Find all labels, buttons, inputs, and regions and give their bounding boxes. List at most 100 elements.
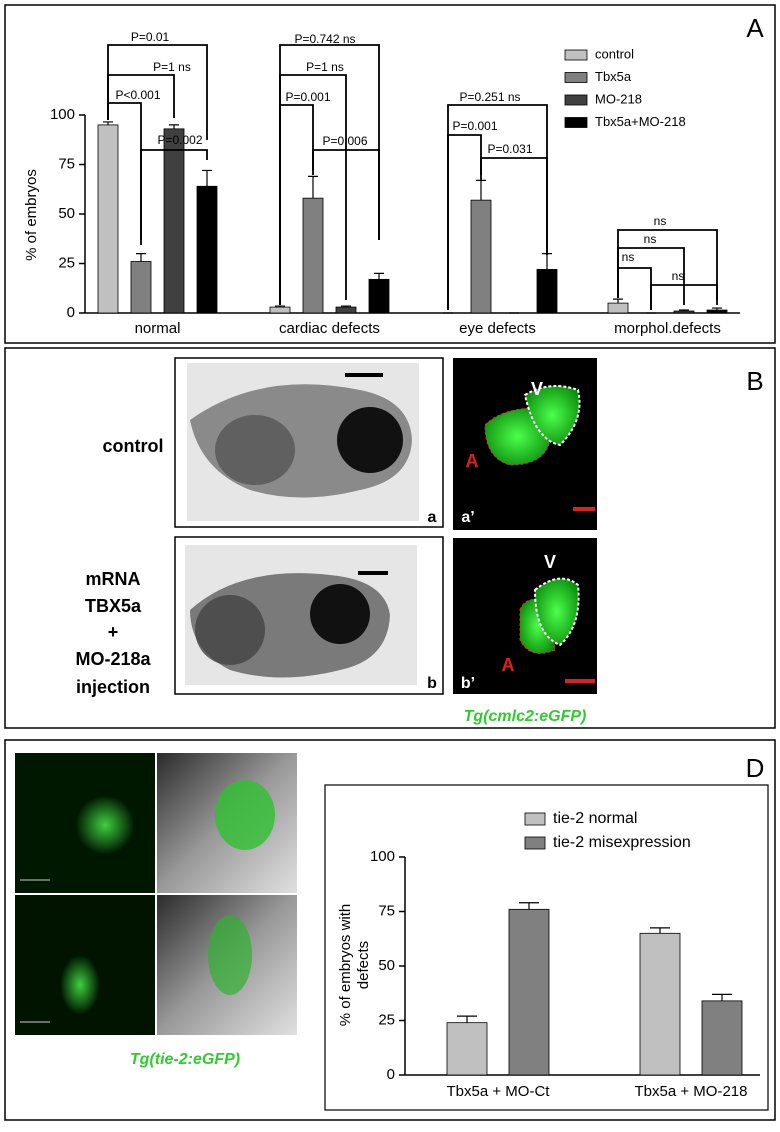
error-bar [712, 307, 722, 311]
error-bar [650, 927, 670, 934]
gfp-signal [75, 795, 135, 855]
y-tick-label: 100 [370, 848, 395, 865]
legend-swatch [564, 49, 588, 61]
bar [335, 306, 357, 314]
error-bar [103, 121, 113, 125]
significance-label: P=0.742 ns [294, 32, 355, 46]
significance-bracket [447, 134, 482, 310]
significance-label: P=0.001 [452, 119, 497, 133]
row-label: mRNA [85, 569, 140, 589]
panel-d-frame [4, 739, 776, 1121]
panel-label: A [746, 13, 764, 43]
significance-label: ns [622, 250, 635, 264]
image-label: b’ [461, 675, 475, 692]
caption: Tg(cmlc2:eGFP) [464, 708, 587, 725]
significance-label: P=0.002 [157, 133, 202, 147]
y-tick-label: 25 [58, 254, 75, 271]
chamber-label: A [502, 655, 515, 675]
x-tick-label: eye defects [459, 320, 536, 337]
y-axis-label: % of embryos with [337, 904, 354, 1027]
row-label: control [103, 436, 164, 456]
error-bar [457, 1015, 477, 1023]
gfp-signal [60, 955, 100, 1015]
y-tick-label: 50 [58, 205, 75, 222]
significance-label: P=0.01 [131, 30, 170, 44]
image-label: b [427, 675, 437, 692]
bar [130, 261, 152, 314]
image-label: a’ [461, 509, 474, 526]
significance-label: ns [654, 214, 667, 228]
significance-label: P<0.001 [115, 88, 160, 102]
legend-label: control [595, 46, 634, 61]
row-label: injection [76, 677, 150, 697]
scale-bar [345, 373, 383, 377]
error-bar [374, 272, 384, 280]
error-bar [476, 179, 486, 201]
y-tick-label: 25 [378, 1011, 395, 1028]
significance-label: P=0.001 [285, 90, 330, 104]
y-tick-label: 50 [378, 957, 395, 974]
image-label: a [428, 509, 437, 526]
error-bar [308, 175, 318, 199]
legend-swatch [564, 117, 588, 128]
legend-label: Tbx5a+MO-218 [595, 114, 686, 129]
bar [536, 269, 558, 314]
legend-swatch [564, 72, 588, 83]
significance-label: P=0.031 [487, 142, 532, 156]
bar [508, 908, 550, 1076]
bar [701, 1000, 743, 1076]
significance-bracket [107, 74, 175, 120]
y-tick-label: 75 [378, 902, 395, 919]
panel-b-images [174, 357, 597, 695]
row-label: TBX5a [85, 596, 142, 616]
significance-label: P=1 ns [306, 60, 344, 74]
chamber-label: V [531, 379, 543, 399]
panel-a-frame [4, 4, 776, 344]
x-tick-label: Tbx5a + MO-218 [635, 1083, 748, 1100]
error-bar [341, 305, 351, 308]
x-tick-label: morphol.defects [614, 320, 721, 337]
bar [269, 306, 291, 314]
bar [607, 302, 629, 314]
error-bar [136, 253, 146, 262]
chamber-label: V [544, 552, 556, 572]
bar [97, 124, 119, 314]
legend-swatch [524, 836, 546, 850]
y-tick-label: 75 [58, 155, 75, 172]
row-label: MO-218a [75, 649, 151, 669]
error-bar [275, 305, 285, 308]
panel-label: B [746, 366, 763, 396]
significance-label: P=0.006 [322, 134, 367, 148]
scale-bar [573, 507, 595, 511]
significance-bracket [140, 149, 208, 240]
significance-bracket [650, 284, 718, 310]
y-tick-label: 0 [387, 1066, 395, 1083]
error-bar [202, 169, 212, 187]
panel-d-images [15, 753, 297, 1035]
significance-bracket [617, 229, 718, 300]
x-tick-label: cardiac defects [279, 320, 380, 337]
chamber-label: A [466, 451, 479, 471]
row-label: + [108, 622, 119, 642]
x-tick-label: Tbx5a + MO-Ct [447, 1083, 551, 1100]
embryo-eye [337, 407, 403, 473]
significance-label: ns [672, 269, 685, 283]
panel-d-chart-frame [324, 784, 769, 1111]
x-tick-label: normal [135, 320, 181, 337]
gfp-signal [208, 915, 252, 995]
scale-bar [565, 679, 595, 683]
bar [470, 199, 492, 314]
bar [639, 932, 681, 1076]
panel-label: D [746, 753, 765, 783]
legend-label: tie-2 misexpression [553, 834, 691, 851]
error-bar [613, 298, 623, 304]
ventricle [533, 577, 580, 647]
legend-label: Tbx5a [595, 69, 632, 84]
legend-label: tie-2 normal [553, 810, 637, 827]
scale-bar [358, 571, 388, 575]
significance-bracket [312, 149, 380, 240]
y-axis-label: % of embryos [23, 169, 40, 261]
y-tick-label: 100 [50, 106, 75, 123]
bar [446, 1022, 488, 1076]
significance-bracket [279, 104, 314, 305]
